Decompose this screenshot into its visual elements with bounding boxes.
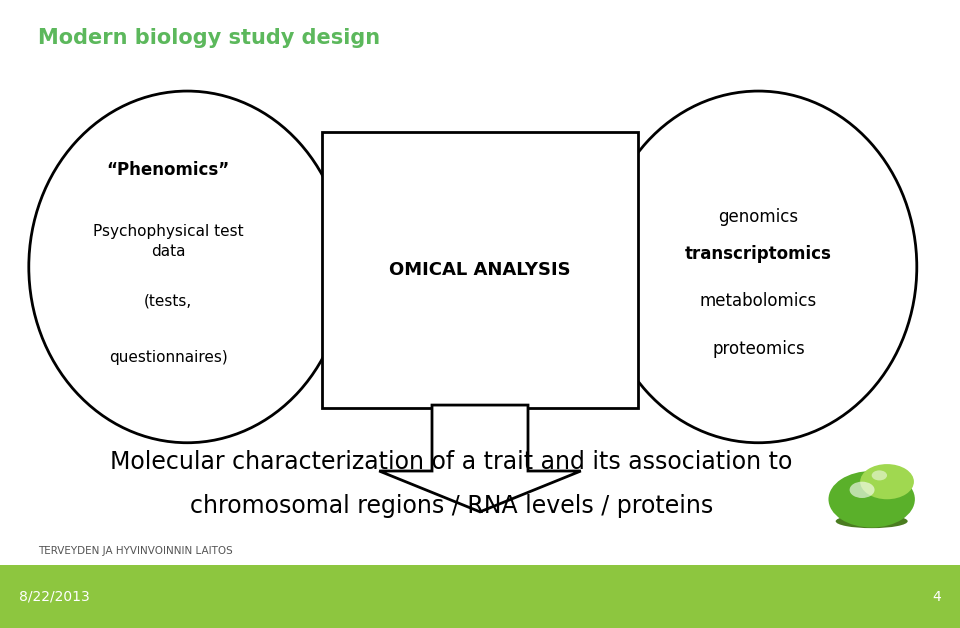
- Text: Modern biology study design: Modern biology study design: [38, 28, 380, 48]
- Text: Molecular characterization of a trait and its association to: Molecular characterization of a trait an…: [110, 450, 792, 474]
- Text: questionnaires): questionnaires): [108, 350, 228, 365]
- Text: OMICAL ANALYSIS: OMICAL ANALYSIS: [389, 261, 571, 279]
- Ellipse shape: [29, 91, 346, 443]
- Ellipse shape: [835, 514, 908, 528]
- Polygon shape: [379, 405, 581, 512]
- Text: metabolomics: metabolomics: [700, 293, 817, 310]
- Text: 4: 4: [932, 590, 941, 604]
- Bar: [0, 565, 960, 628]
- Circle shape: [850, 482, 875, 498]
- Circle shape: [872, 470, 887, 480]
- Text: 8/22/2013: 8/22/2013: [19, 590, 90, 604]
- Text: “Phenomics”: “Phenomics”: [107, 161, 229, 178]
- Text: proteomics: proteomics: [712, 340, 804, 357]
- Text: transcriptomics: transcriptomics: [685, 246, 831, 263]
- Circle shape: [860, 464, 914, 499]
- Bar: [322, 132, 638, 408]
- Ellipse shape: [600, 91, 917, 443]
- Text: Psychophysical test
data: Psychophysical test data: [93, 224, 243, 259]
- Text: genomics: genomics: [718, 208, 799, 225]
- Text: TERVEYDEN JA HYVINVOINNIN LAITOS: TERVEYDEN JA HYVINVOINNIN LAITOS: [38, 546, 233, 556]
- Text: chromosomal regions / RNA levels / proteins: chromosomal regions / RNA levels / prote…: [189, 494, 713, 517]
- Circle shape: [828, 471, 915, 528]
- Text: (tests,: (tests,: [144, 294, 192, 309]
